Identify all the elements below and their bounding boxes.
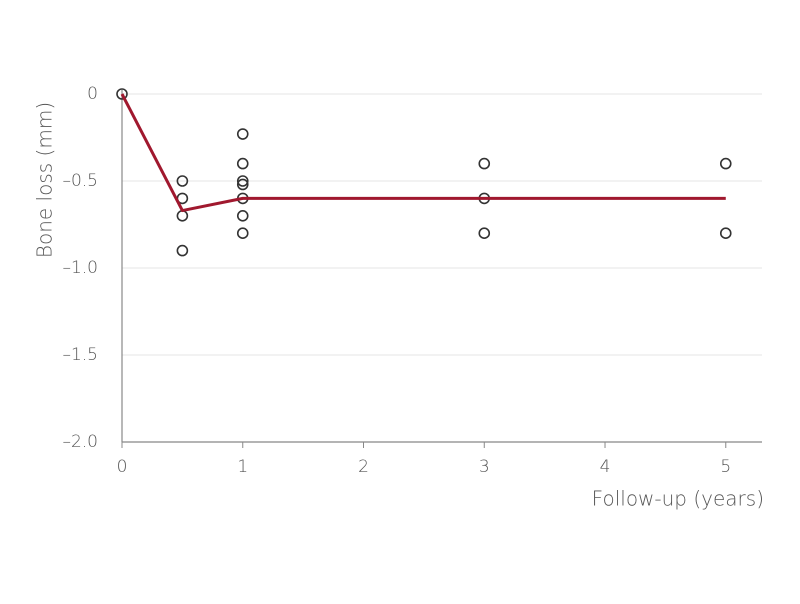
data-point bbox=[478, 157, 491, 170]
data-point bbox=[236, 227, 249, 239]
data-point bbox=[116, 88, 128, 100]
y-tick-label: –1.5 bbox=[62, 345, 98, 365]
data-point bbox=[176, 210, 189, 222]
y-tick-label: –2.0 bbox=[62, 432, 98, 452]
x-tick-label: 4 bbox=[600, 457, 611, 477]
y-tick-label: 0 bbox=[87, 84, 98, 104]
x-axis-label: Follow-up (years) bbox=[592, 487, 764, 511]
data-point bbox=[236, 210, 249, 222]
data-point bbox=[478, 227, 491, 239]
x-tick-label: 0 bbox=[117, 457, 128, 477]
data-point bbox=[236, 128, 249, 140]
data-point bbox=[236, 175, 249, 187]
data-point bbox=[719, 157, 732, 170]
data-point bbox=[176, 175, 189, 187]
x-tick-label: 5 bbox=[720, 457, 731, 477]
trend-line bbox=[120, 93, 726, 213]
y-tick-label: –0.5 bbox=[62, 171, 98, 191]
data-point bbox=[236, 178, 249, 191]
x-tick-label: 2 bbox=[358, 457, 369, 477]
x-tick-label: 1 bbox=[237, 457, 248, 477]
y-axis-label: Bone loss (mm) bbox=[33, 102, 57, 258]
y-tick-label: –1.0 bbox=[62, 258, 98, 278]
x-tick-label: 3 bbox=[479, 457, 490, 477]
data-point bbox=[236, 157, 249, 170]
data-point bbox=[176, 244, 189, 257]
data-point bbox=[719, 227, 732, 239]
